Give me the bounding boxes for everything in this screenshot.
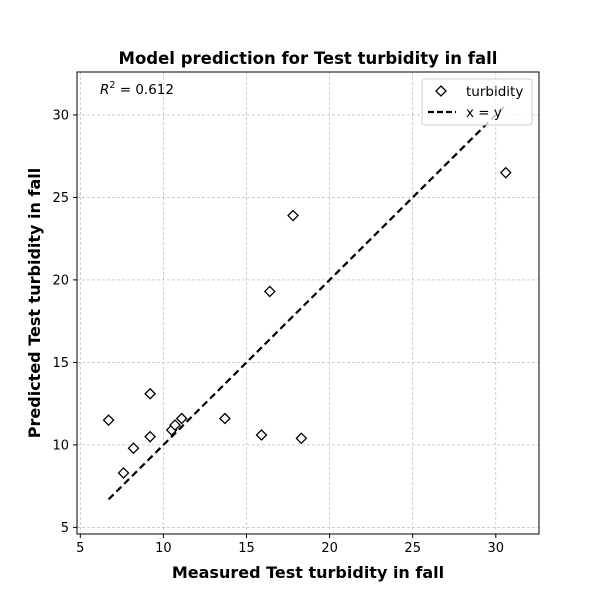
y-tick-label: 5 [61,521,69,536]
grid [77,72,539,534]
data-point-diamond [102,414,115,427]
x-tick-label: 15 [238,541,255,556]
data-point-diamond [169,419,181,432]
data-point-diamond [263,285,276,298]
reference-line-x-equals-y [107,104,507,501]
data-point-diamond [117,467,130,479]
data-point-diamond [144,430,157,443]
x-tick-label: 20 [321,541,338,556]
x-tick-label: 5 [76,541,84,556]
data-point-diamond [144,387,157,400]
data-point-diamond [255,429,268,441]
data-point-diamond [295,432,308,445]
y-tick-label: 30 [52,108,69,123]
x-axis-ticks: 5 10 15 20 25 30 [76,534,504,556]
data-point-diamond [175,412,188,425]
legend-box [421,78,533,126]
x-axis-label: Measured Test turbidity in fall [172,563,444,582]
r-squared-symbol: R [100,82,109,98]
legend-diamond-marker [435,85,447,97]
data-point-diamond [127,442,140,455]
y-tick-label: 15 [52,356,69,371]
x-tick-label: 10 [155,541,172,556]
y-axis-ticks: 5 10 15 20 25 30 [52,108,77,536]
r-squared-superscript: 2 [109,80,115,91]
y-axis-label: Predicted Test turbidity in fall [25,168,44,438]
y-tick-label: 20 [52,273,69,288]
x-tick-label: 25 [404,541,421,556]
scatter-points [102,166,512,479]
r-squared-annotation: R2 = 0.612 [100,80,174,98]
legend-label-turbidity: turbidity [466,84,523,100]
x-tick-label: 30 [488,541,505,556]
data-point-diamond [287,209,299,222]
r-squared-value: = 0.612 [115,82,174,98]
plot-frame [76,71,540,535]
legend-label-x-equals-y: x = y [466,105,502,121]
legend: turbidity x = y [421,78,533,126]
chart-title: Model prediction for Test turbidity in f… [119,49,498,68]
data-point-diamond [499,166,512,179]
reference-line-layer [107,104,507,501]
y-tick-label: 10 [52,438,69,453]
data-point-diamond [218,412,231,425]
y-tick-label: 25 [52,191,69,206]
